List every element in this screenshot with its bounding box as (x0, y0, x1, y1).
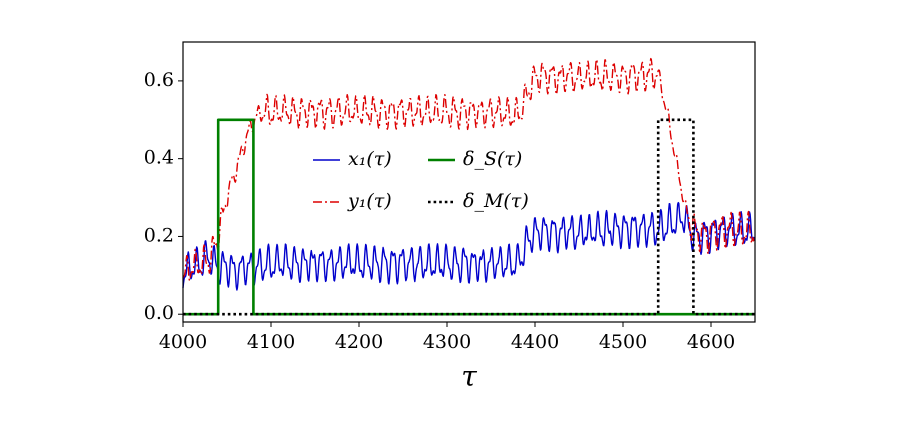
x-tick-label: 4600 (687, 331, 735, 353)
axes-frame (182, 41, 756, 323)
x-tick-label: 4100 (247, 331, 295, 353)
x-tick-label: 4400 (511, 331, 559, 353)
x-tick-label: 4500 (599, 331, 647, 353)
y-tick-label: 0.4 (144, 147, 174, 169)
series-line-4 (183, 118, 755, 316)
x-tick-label: 4000 (159, 331, 207, 353)
y-tick-label: 0.0 (144, 302, 174, 324)
legend-label-1: x₁(τ) (348, 148, 392, 170)
legend-label-3: δ_S(τ) (463, 148, 522, 170)
x-tick-label: 4200 (335, 331, 383, 353)
y-tick-label: 0.2 (144, 224, 174, 246)
y-tick-label: 0.6 (144, 69, 174, 91)
plot-area (183, 42, 755, 322)
legend-label-2: y₁(τ) (347, 190, 392, 212)
legend-label-4: δ_M(τ) (463, 190, 529, 212)
x-tick-label: 4300 (423, 331, 471, 353)
x-axis-label: τ (461, 360, 477, 393)
series-line-2 (182, 57, 756, 282)
series-line-1 (182, 201, 756, 291)
